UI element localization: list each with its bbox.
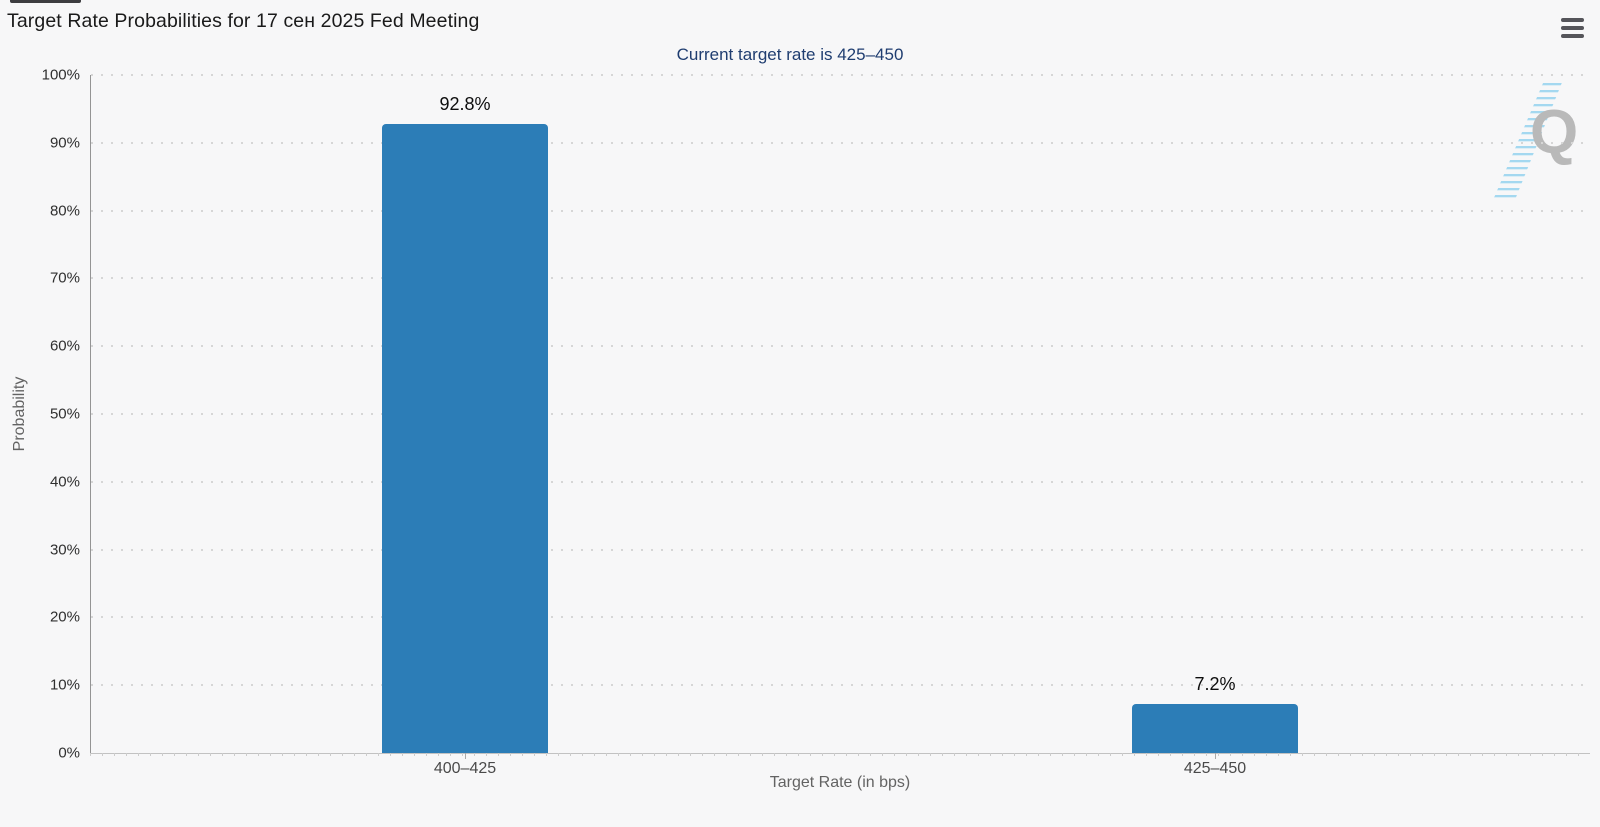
watermark: Q (1480, 80, 1600, 280)
gridline (91, 345, 1590, 348)
bar-value-label: 7.2% (1194, 674, 1236, 695)
y-tick-label: 80% (49, 202, 80, 220)
y-tick-label: 50% (49, 405, 80, 423)
x-tick-label: 425–450 (1183, 760, 1247, 777)
gridline (91, 209, 1590, 212)
gridline (91, 141, 1590, 144)
y-axis-title: Probability (11, 376, 28, 452)
gridline (91, 480, 1590, 483)
gridline (91, 277, 1590, 280)
y-axis-line (90, 75, 91, 754)
chart-subtitle: Current target rate is 425–450 (676, 45, 904, 64)
gridline (91, 74, 1590, 76)
gridline (91, 413, 1590, 415)
x-tick-label: 400–425 (433, 760, 497, 777)
watermark-swoosh-icon (1493, 83, 1562, 198)
y-tick-label: 60% (49, 337, 80, 355)
category-tick (465, 753, 466, 759)
category-tick (1215, 753, 1216, 759)
gridline (91, 548, 1590, 551)
hamburger-bar (1561, 34, 1584, 38)
x-axis-title: Target Rate (in bps) (769, 774, 911, 791)
plot-area: Q 0% 10% 20% 30% 40% 50% 60% 70% 80% 90% 100% 92.8%… (42, 67, 1590, 777)
hamburger-bar (1561, 26, 1584, 30)
y-tick-label: 70% (49, 269, 80, 287)
probability-bar[interactable] (382, 123, 548, 753)
x-axis-minor-ticks (90, 753, 1590, 756)
probability-bar[interactable] (1132, 704, 1298, 753)
y-tick-label: 100% (41, 66, 80, 84)
top-edge-line (10, 0, 81, 3)
watermark-q-logo: Q (1530, 98, 1579, 167)
chart-title: Target Rate Probabilities for 17 сен 202… (7, 10, 480, 32)
y-tick-label: 0% (58, 744, 80, 762)
hamburger-bar (1561, 18, 1584, 22)
y-tick-label: 90% (49, 134, 80, 152)
y-tick-label: 20% (49, 608, 80, 626)
y-tick-label: 10% (49, 676, 80, 694)
y-tick-label: 40% (49, 473, 80, 491)
gridline (91, 684, 1590, 687)
gridline (91, 616, 1590, 619)
bar-value-label: 92.8% (439, 93, 491, 114)
y-tick-label: 30% (49, 541, 80, 559)
hamburger-menu-icon[interactable] (1561, 18, 1584, 38)
